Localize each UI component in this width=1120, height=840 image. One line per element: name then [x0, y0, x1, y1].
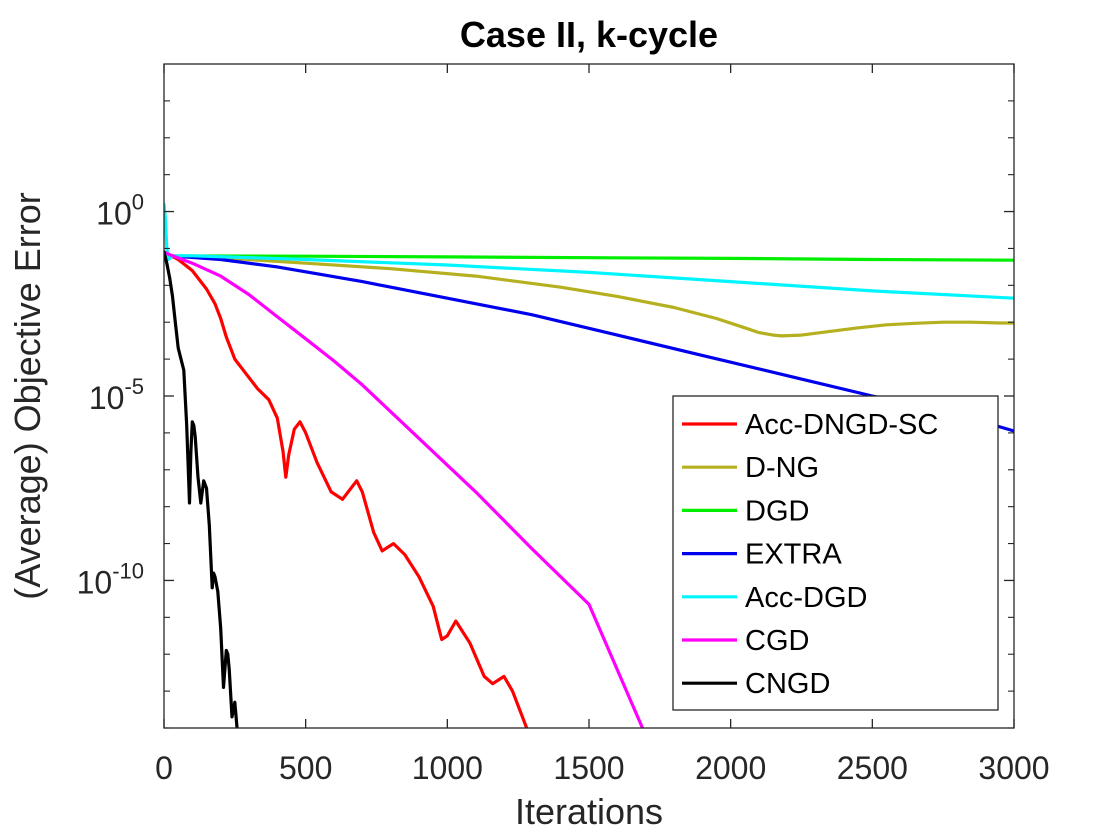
x-tick-label: 2000	[695, 750, 766, 786]
series-line-acc-dgd	[164, 202, 1014, 300]
legend: Acc-DNGD-SC D-NG DGD EXTRA Acc-DGD CGD CNGD	[672, 395, 999, 711]
legend-label: CNGD	[745, 668, 830, 700]
series-line-acc-dngd-sc	[164, 250, 529, 728]
legend-label: DGD	[745, 495, 809, 527]
x-tick-label: 1000	[412, 750, 483, 786]
legend-label: EXTRA	[745, 539, 842, 571]
plot-frame	[163, 63, 1015, 729]
series-line-cgd	[164, 250, 645, 728]
x-tick-label: 1500	[553, 750, 624, 786]
x-tick-label: 2500	[837, 750, 908, 786]
legend-label: Acc-DGD	[745, 582, 867, 614]
y-axis-label: (Average) Objective Error	[7, 192, 48, 599]
x-axis-label: Iterations	[515, 791, 663, 832]
legend-label: CGD	[745, 625, 809, 657]
chart-title: Case II, k-cycle	[460, 14, 718, 55]
legend-label: D-NG	[745, 452, 819, 484]
series-line-d-ng	[164, 250, 1014, 338]
x-tick-label: 3000	[978, 750, 1049, 786]
y-tick-label: 100	[96, 190, 144, 232]
y-tick-labels: 100 10-5 10-10	[77, 190, 144, 601]
legend-label: Acc-DNGD-SC	[745, 409, 938, 441]
y-tick-label: 10-5	[89, 374, 144, 416]
x-tick-label: 500	[279, 750, 332, 786]
series-layer	[164, 202, 1014, 728]
y-tick-label: 10-10	[77, 558, 144, 600]
series-line-cngd	[164, 250, 239, 728]
x-tick-labels: 0 500 1000 1500 2000 2500 3000	[155, 750, 1049, 786]
x-tick-label: 0	[155, 750, 173, 786]
